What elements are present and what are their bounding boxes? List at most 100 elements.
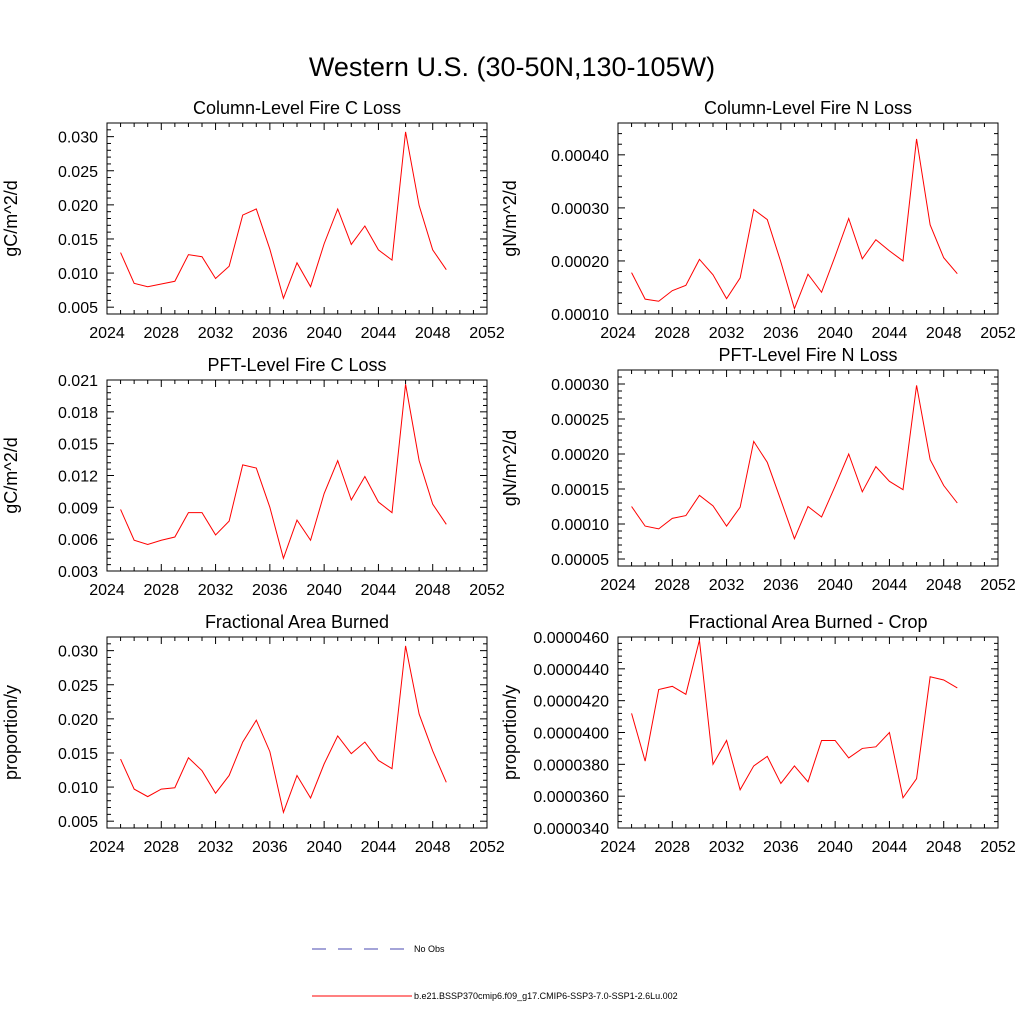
y-tick-label: 0.00010 xyxy=(551,307,609,324)
y-tick-label: 0.00030 xyxy=(551,201,609,218)
y-tick-label: 0.015 xyxy=(58,232,98,249)
y-axis-label: gN/m^2/d xyxy=(500,430,520,506)
y-tick-label: 0.009 xyxy=(58,500,98,517)
x-tick-label: 2036 xyxy=(763,839,799,856)
y-tick-label: 0.003 xyxy=(58,564,98,581)
x-tick-label: 2048 xyxy=(415,325,451,342)
y-tick-label: 0.010 xyxy=(58,266,98,283)
x-tick-label: 2032 xyxy=(709,325,745,342)
x-tick-label: 2028 xyxy=(143,839,179,856)
x-tick-label: 2052 xyxy=(980,839,1016,856)
legend: No Obs b.e21.BSSP370cmip6.f09_g17.CMIP6-… xyxy=(312,944,678,1001)
x-tick-label: 2048 xyxy=(926,325,962,342)
x-tick-label: 2024 xyxy=(600,577,636,594)
x-tick-label: 2040 xyxy=(306,582,342,599)
x-tick-label: 2036 xyxy=(763,325,799,342)
x-tick-label: 2048 xyxy=(926,577,962,594)
y-tick-label: 0.0000340 xyxy=(533,821,609,838)
plot-frame xyxy=(617,122,999,315)
y-tick-label: 0.020 xyxy=(58,712,98,729)
panel-title: PFT-Level Fire C Loss xyxy=(207,355,386,375)
x-tick-label: 2048 xyxy=(415,582,451,599)
y-tick-label: 0.00015 xyxy=(551,482,609,499)
chart-panel-2: Column-Level Fire N Loss gN/m^2/d 2024 2028… xyxy=(500,98,1016,342)
x-tick-label: 2032 xyxy=(709,577,745,594)
y-tick-label: 0.018 xyxy=(58,405,98,422)
y-tick-label: 0.00020 xyxy=(551,447,609,464)
x-tick-label: 2024 xyxy=(89,839,125,856)
series-line-1 xyxy=(120,645,447,815)
x-tick-label: 2052 xyxy=(980,325,1016,342)
y-axis-label: proportion/y xyxy=(500,685,520,780)
x-tick-label: 2040 xyxy=(817,325,853,342)
x-tick-label: 2052 xyxy=(469,325,505,342)
y-tick-label: 0.0000360 xyxy=(533,789,609,806)
x-tick-label: 2036 xyxy=(252,582,288,599)
y-tick-label: 0.00025 xyxy=(551,412,609,429)
series-line-1 xyxy=(631,640,958,799)
plot-frame xyxy=(617,636,999,829)
x-tick-label: 2024 xyxy=(600,325,636,342)
x-tick-label: 2028 xyxy=(143,582,179,599)
x-tick-label: 2044 xyxy=(361,325,397,342)
x-tick-label: 2044 xyxy=(361,582,397,599)
x-tick-label: 2048 xyxy=(415,839,451,856)
y-tick-label: 0.020 xyxy=(58,198,98,215)
y-tick-label: 0.025 xyxy=(58,678,98,695)
x-tick-label: 2032 xyxy=(198,582,234,599)
plot-frame xyxy=(617,369,999,567)
x-tick-label: 2044 xyxy=(361,839,397,856)
panel-title: PFT-Level Fire N Loss xyxy=(718,345,897,365)
x-tick-label: 2040 xyxy=(306,325,342,342)
y-tick-label: 0.006 xyxy=(58,532,98,549)
x-tick-label: 2028 xyxy=(654,325,690,342)
x-tick-label: 2036 xyxy=(252,839,288,856)
figure-title: Western U.S. (30-50N,130-105W) xyxy=(309,52,715,82)
y-tick-label: 0.0000380 xyxy=(533,757,609,774)
y-tick-label: 0.0000420 xyxy=(533,694,609,711)
x-tick-label: 2024 xyxy=(89,325,125,342)
y-tick-label: 0.005 xyxy=(58,814,98,831)
panel-title: Column-Level Fire N Loss xyxy=(704,98,912,118)
y-tick-label: 0.00040 xyxy=(551,148,609,165)
series-line-1 xyxy=(120,131,447,300)
x-tick-label: 2028 xyxy=(654,839,690,856)
chart-panel-6: Fractional Area Burned - Crop proportion/… xyxy=(500,612,1016,856)
y-tick-label: 0.030 xyxy=(58,644,98,661)
y-tick-label: 0.00020 xyxy=(551,254,609,271)
x-tick-label: 2024 xyxy=(600,839,636,856)
x-tick-label: 2052 xyxy=(469,582,505,599)
panel-title: Fractional Area Burned - Crop xyxy=(688,612,927,632)
y-tick-label: 0.00010 xyxy=(551,517,609,534)
y-tick-label: 0.012 xyxy=(58,469,98,486)
x-tick-label: 2032 xyxy=(709,839,745,856)
y-tick-label: 0.0000440 xyxy=(533,662,609,679)
series-line-1 xyxy=(120,384,447,560)
y-axis-label: gN/m^2/d xyxy=(500,180,520,256)
y-tick-label: 0.0000460 xyxy=(533,630,609,647)
x-tick-label: 2032 xyxy=(198,839,234,856)
panel-title: Column-Level Fire C Loss xyxy=(193,98,401,118)
legend-no-obs-label: No Obs xyxy=(414,944,445,954)
x-tick-label: 2052 xyxy=(980,577,1016,594)
plot-frame xyxy=(106,379,488,572)
x-tick-label: 2052 xyxy=(469,839,505,856)
x-tick-label: 2036 xyxy=(252,325,288,342)
y-axis-label: proportion/y xyxy=(1,685,21,780)
y-axis-label: gC/m^2/d xyxy=(1,437,21,513)
y-tick-label: 0.025 xyxy=(58,164,98,181)
panels: Column-Level Fire C Loss gC/m^2/d 2024 2028… xyxy=(1,98,1016,856)
y-tick-label: 0.030 xyxy=(58,130,98,147)
x-tick-label: 2040 xyxy=(817,577,853,594)
y-tick-label: 0.005 xyxy=(58,300,98,317)
y-tick-label: 0.021 xyxy=(58,373,98,390)
plot-frame xyxy=(106,636,488,829)
plot-frame xyxy=(106,122,488,315)
x-tick-label: 2028 xyxy=(143,325,179,342)
x-tick-label: 2024 xyxy=(89,582,125,599)
y-tick-label: 0.0000400 xyxy=(533,726,609,743)
panel-title: Fractional Area Burned xyxy=(205,612,389,632)
y-tick-label: 0.00005 xyxy=(551,552,609,569)
x-tick-label: 2040 xyxy=(817,839,853,856)
